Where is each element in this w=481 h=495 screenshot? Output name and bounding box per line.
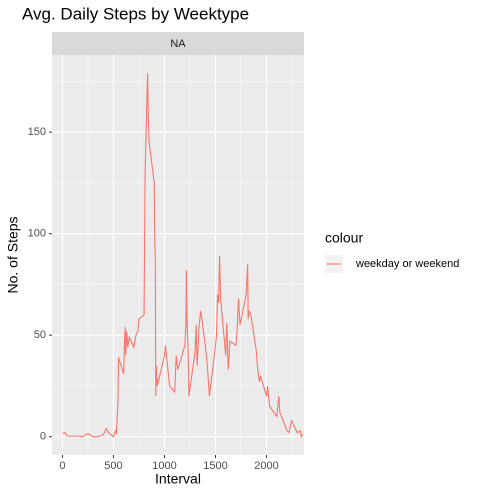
- y-tick-label: 50: [34, 329, 46, 341]
- x-tick-label: 2000: [254, 460, 278, 472]
- x-tick-label: 500: [104, 460, 122, 472]
- x-tick-label: 1500: [203, 460, 227, 472]
- chart-title: Avg. Daily Steps by Weektype: [22, 4, 249, 23]
- x-tick-label: 0: [59, 460, 65, 472]
- x-tick-label: 1000: [152, 460, 176, 472]
- panel: [52, 55, 304, 455]
- x-axis-label: Interval: [155, 471, 201, 487]
- legend-label: weekday or weekend: [355, 258, 459, 270]
- y-tick-label: 0: [40, 431, 46, 443]
- facet-label: NA: [170, 38, 186, 50]
- facet-strip: [52, 32, 304, 55]
- series-line: [62, 73, 304, 439]
- y-tick-label: 100: [28, 228, 46, 240]
- y-tick-label: 150: [28, 126, 46, 138]
- legend-title: colour: [325, 230, 363, 246]
- y-axis-label: No. of Steps: [5, 216, 21, 293]
